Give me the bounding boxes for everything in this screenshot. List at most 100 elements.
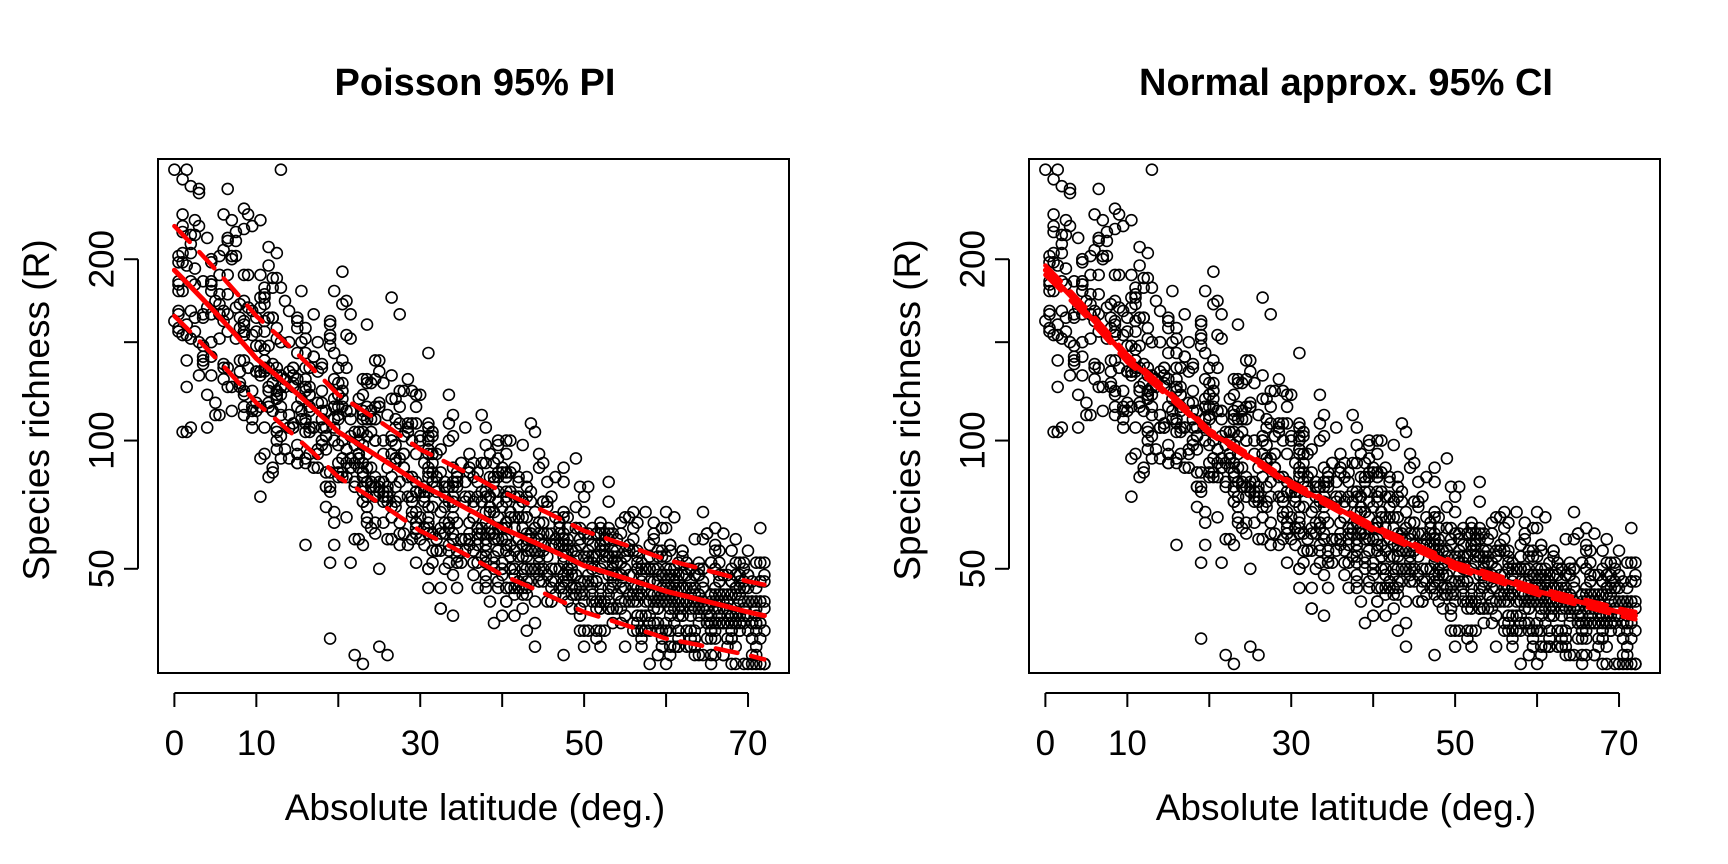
- data-point: [1162, 314, 1175, 328]
- data-point: [1526, 595, 1540, 608]
- data-point: [299, 452, 312, 465]
- data-point: [1620, 556, 1634, 570]
- data-point: [1239, 400, 1253, 414]
- data-point: [508, 562, 521, 576]
- data-point: [667, 616, 681, 630]
- data-point: [622, 588, 636, 601]
- data-point: [684, 609, 698, 623]
- data-point: [1059, 311, 1073, 325]
- data-point: [712, 588, 726, 601]
- data-point: [372, 396, 386, 410]
- data-point: [1616, 575, 1630, 588]
- data-point: [1342, 538, 1355, 552]
- data-point: [749, 616, 763, 630]
- data-point: [491, 581, 505, 595]
- data-point: [200, 388, 214, 402]
- data-point: [1625, 521, 1638, 535]
- data-point: [471, 490, 484, 504]
- data-point: [1325, 556, 1339, 570]
- data-point: [528, 616, 542, 630]
- data-point: [1440, 521, 1454, 535]
- data-point: [1141, 421, 1155, 434]
- data-point: [1387, 588, 1400, 601]
- data-point: [1596, 562, 1609, 576]
- data-point: [237, 314, 251, 328]
- data-point: [516, 602, 530, 615]
- data-point: [364, 461, 378, 475]
- data-point: [1416, 575, 1429, 588]
- data-point: [1207, 354, 1220, 367]
- data-point: [315, 384, 329, 398]
- data-point: [315, 396, 329, 410]
- data-point: [532, 527, 546, 540]
- data-point: [1543, 640, 1556, 654]
- data-point: [1493, 538, 1507, 552]
- x-axis-label: Absolute latitude (deg.): [1156, 787, 1537, 828]
- data-point: [1084, 408, 1097, 422]
- data-point: [245, 304, 259, 318]
- data-point: [1108, 388, 1122, 402]
- data-point: [1084, 268, 1097, 282]
- data-point: [237, 354, 251, 367]
- interval-upper-line: [1043, 263, 1638, 615]
- data-point: [1059, 325, 1073, 338]
- data-point: [1219, 648, 1232, 662]
- data-point: [1080, 396, 1093, 410]
- data-point: [1076, 278, 1089, 291]
- data-point: [1207, 265, 1220, 279]
- x-axis-label: Absolute latitude (deg.): [285, 787, 666, 828]
- data-point: [1461, 602, 1474, 615]
- data-point: [1088, 357, 1101, 371]
- data-point: [1608, 657, 1622, 671]
- data-point: [672, 632, 685, 645]
- data-point: [192, 335, 206, 349]
- data-point: [1539, 510, 1552, 524]
- data-point: [1596, 657, 1609, 671]
- data-point: [311, 335, 325, 349]
- data-point: [680, 624, 693, 638]
- data-point: [647, 516, 661, 530]
- data-point: [495, 556, 509, 570]
- data-point: [1432, 595, 1445, 608]
- data-point: [336, 354, 349, 367]
- data-point: [1473, 495, 1486, 509]
- data-point: [348, 480, 362, 494]
- data-point: [1575, 609, 1589, 623]
- data-point: [454, 556, 468, 570]
- data-point: [1366, 562, 1380, 576]
- data-point: [1194, 328, 1208, 342]
- data-point: [741, 595, 755, 608]
- data-point: [1444, 538, 1458, 552]
- data-point: [1170, 538, 1183, 552]
- data-point: [581, 624, 595, 638]
- data-point: [659, 568, 673, 582]
- data-point: [565, 562, 579, 576]
- data-point: [205, 335, 218, 349]
- data-point: [1207, 452, 1220, 465]
- data-point: [348, 532, 362, 546]
- data-point: [753, 521, 767, 535]
- data-point: [1067, 307, 1081, 321]
- data-point: [1375, 562, 1388, 576]
- data-point: [471, 581, 484, 595]
- data-point: [1461, 527, 1474, 540]
- data-point: [245, 219, 259, 233]
- data-point: [1584, 575, 1597, 588]
- data-point: [188, 311, 202, 325]
- data-point: [221, 307, 234, 321]
- data-point: [1465, 588, 1478, 601]
- data-point: [356, 412, 370, 426]
- data-point: [663, 602, 677, 615]
- data-point: [733, 568, 747, 582]
- data-point: [1211, 510, 1224, 524]
- data-point: [1428, 475, 1441, 489]
- data-point: [1461, 595, 1474, 608]
- data-point: [1473, 595, 1486, 608]
- data-point: [1387, 602, 1400, 615]
- data-point: [569, 452, 583, 465]
- data-point: [1321, 556, 1335, 570]
- data-point: [725, 632, 738, 645]
- data-point: [1522, 544, 1536, 558]
- data-point: [540, 568, 554, 582]
- data-point: [1588, 527, 1601, 540]
